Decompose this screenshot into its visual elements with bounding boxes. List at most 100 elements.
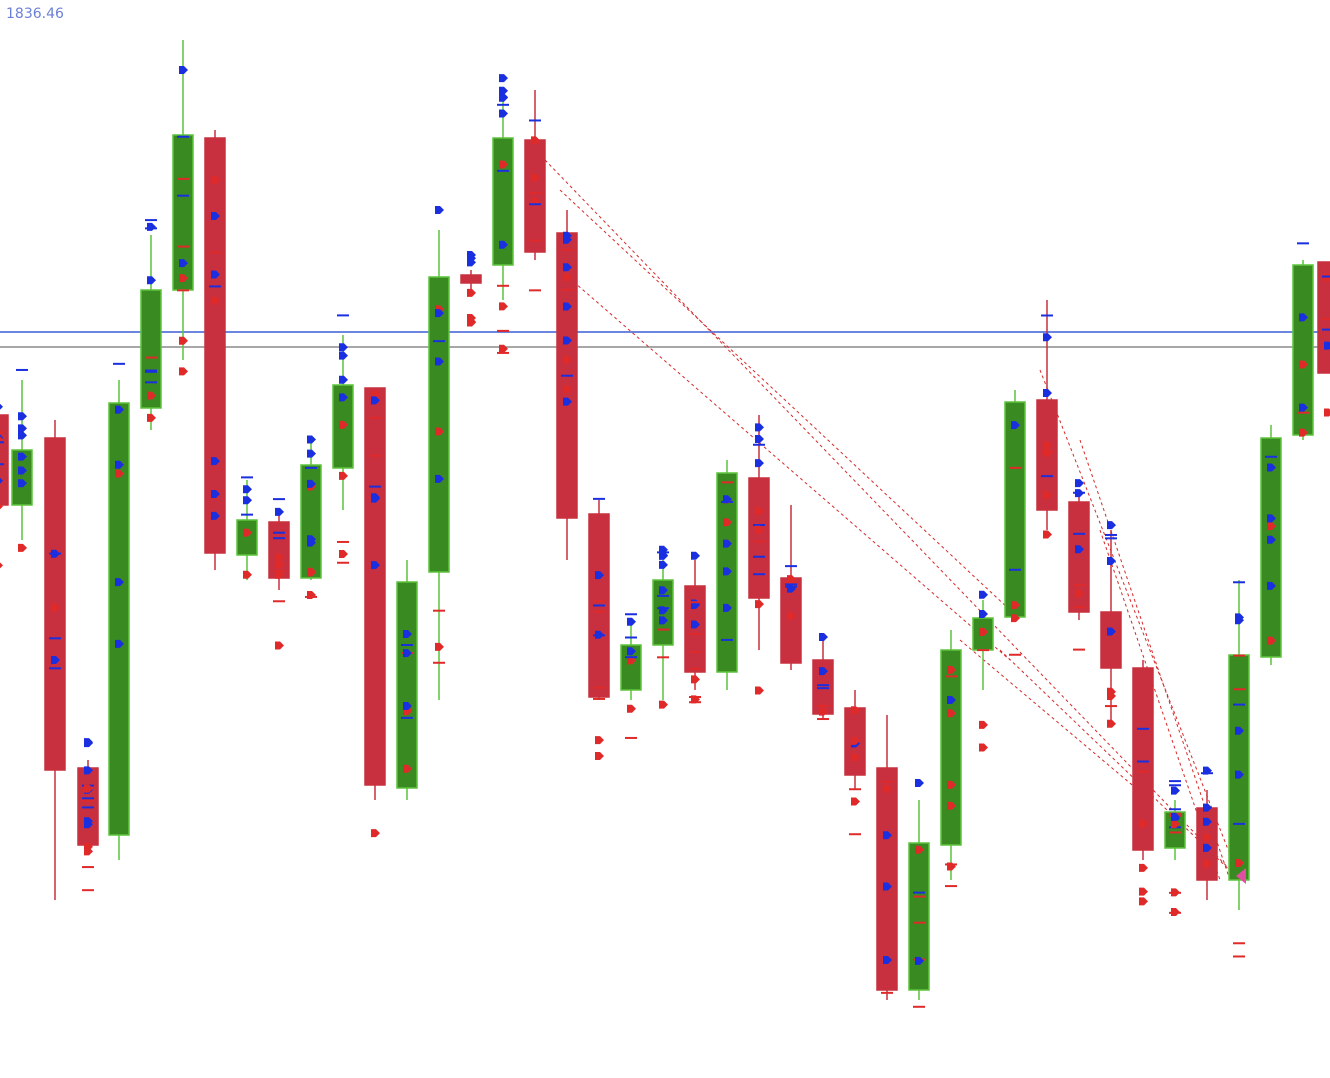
signal-arrow — [1299, 313, 1308, 322]
signal-arrow — [0, 403, 3, 410]
signal-arrow — [0, 503, 3, 510]
signal-arrow — [915, 956, 924, 965]
signal-arrow — [51, 549, 60, 558]
candle-body — [236, 519, 258, 556]
signal-arrow — [659, 700, 668, 709]
signal-arrow — [1171, 819, 1180, 828]
signal-arrow — [1267, 522, 1276, 531]
signal-arrow — [723, 567, 732, 576]
signal-arrow — [1299, 403, 1308, 412]
signal-arrow — [1075, 545, 1084, 554]
signal-arrow — [563, 273, 572, 282]
signal-arrow — [595, 751, 604, 760]
candle-body — [524, 139, 546, 253]
signal-arrow — [659, 616, 668, 625]
signal-arrow — [1171, 812, 1180, 821]
signal-arrow — [84, 820, 93, 829]
signal-arrow — [1043, 388, 1052, 397]
signal-arrow — [627, 647, 636, 656]
signal-arrow — [147, 222, 156, 231]
signal-arrow — [627, 704, 636, 713]
signal-arrow — [243, 485, 252, 494]
signal-arrow — [563, 235, 572, 244]
signal-arrow — [1267, 514, 1276, 523]
candle-body — [1132, 667, 1154, 851]
signal-arrow — [723, 518, 732, 527]
signal-arrow — [179, 66, 188, 75]
candle-body — [1260, 437, 1282, 658]
signal-arrow — [147, 391, 156, 400]
signal-arrow — [851, 706, 860, 715]
signal-arrow — [275, 641, 284, 650]
signal-arrow — [915, 779, 924, 788]
signal-arrow — [595, 736, 604, 745]
signal-arrow — [1203, 803, 1212, 812]
signal-arrow — [435, 427, 444, 436]
signal-arrow — [1267, 581, 1276, 590]
signal-arrow — [563, 263, 572, 272]
signal-arrow — [851, 736, 860, 745]
signal-arrow — [211, 212, 220, 221]
signal-arrow — [659, 551, 668, 560]
signal-arrow — [84, 847, 93, 856]
signal-arrow — [819, 667, 828, 676]
signal-arrow — [499, 109, 508, 118]
signal-arrow — [755, 686, 764, 695]
signal-arrow — [403, 764, 412, 773]
signal-arrow — [723, 603, 732, 612]
signal-arrow — [1107, 691, 1116, 700]
signal-arrow — [371, 396, 380, 405]
signal-arrow — [819, 633, 828, 642]
signal-arrow — [275, 553, 284, 562]
signal-arrow — [1043, 530, 1052, 539]
candle-body — [460, 274, 482, 284]
signal-arrow — [723, 539, 732, 548]
signal-arrow — [499, 240, 508, 249]
signal-arrow — [563, 336, 572, 345]
candle-body — [876, 767, 898, 991]
signal-arrow — [563, 302, 572, 311]
signal-arrow — [147, 413, 156, 422]
signal-arrow — [1235, 726, 1244, 735]
candle-body — [1004, 401, 1026, 618]
signal-arrow — [339, 550, 348, 559]
signal-arrow — [211, 296, 220, 305]
signal-arrow — [627, 656, 636, 665]
price-levels — [0, 331, 1330, 348]
signal-arrow — [307, 449, 316, 458]
signal-arrow — [1043, 333, 1052, 342]
signal-arrow — [787, 611, 796, 620]
signal-arrow — [179, 274, 188, 283]
signal-arrow — [755, 600, 764, 609]
signal-arrow — [18, 466, 27, 475]
signal-arrow — [275, 507, 284, 516]
signal-arrow — [211, 511, 220, 520]
signal-arrow — [307, 435, 316, 444]
signal-arrow — [723, 495, 732, 504]
signal-arrow — [947, 780, 956, 789]
signal-arrow — [691, 551, 700, 560]
signal-arrow — [563, 355, 572, 364]
signal-arrow — [947, 665, 956, 674]
signal-arrow — [307, 568, 316, 577]
signal-arrow — [883, 955, 892, 964]
signal-arrow — [403, 702, 412, 711]
signal-arrow — [51, 603, 60, 612]
signal-arrow — [1011, 601, 1020, 610]
signal-arrow — [883, 784, 892, 793]
signal-arrow — [1139, 819, 1148, 828]
signal-arrow — [467, 250, 476, 259]
signal-arrow — [787, 575, 796, 584]
signal-arrow — [243, 528, 252, 537]
signal-arrow — [84, 784, 93, 793]
signal-arrow — [563, 385, 572, 394]
signal-arrow — [115, 578, 124, 587]
signal-arrow — [563, 397, 572, 406]
candle-body — [268, 521, 290, 579]
signal-arrow — [339, 351, 348, 360]
signal-arrow — [659, 560, 668, 569]
signal-arrow — [18, 479, 27, 488]
signal-arrow — [947, 695, 956, 704]
